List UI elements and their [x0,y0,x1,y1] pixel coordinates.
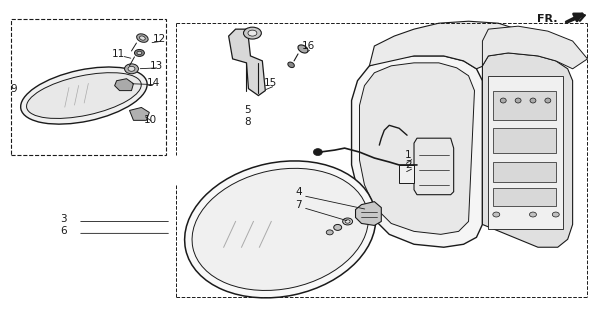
Bar [10,19,166,155]
Ellipse shape [137,34,148,42]
Text: 16: 16 [302,41,315,51]
Text: 6: 6 [60,226,67,236]
Ellipse shape [125,64,139,74]
Ellipse shape [134,50,144,56]
Polygon shape [115,79,133,91]
Ellipse shape [244,27,261,39]
Text: 12: 12 [153,34,166,44]
Text: 3: 3 [60,214,67,224]
Ellipse shape [529,212,537,217]
Polygon shape [352,56,482,247]
Ellipse shape [545,98,551,103]
Ellipse shape [298,45,308,53]
Text: 2: 2 [405,160,412,170]
Text: 10: 10 [144,115,157,125]
Ellipse shape [192,168,368,291]
Ellipse shape [326,230,333,235]
Ellipse shape [248,30,257,36]
Polygon shape [399,165,414,183]
Text: 14: 14 [147,78,160,88]
Polygon shape [493,162,556,182]
Text: 9: 9 [10,84,17,94]
Polygon shape [370,21,538,69]
Text: 13: 13 [150,61,163,71]
Ellipse shape [314,148,323,156]
Ellipse shape [333,224,342,230]
Ellipse shape [137,51,142,55]
Text: 15: 15 [264,78,277,88]
Text: 7: 7 [295,200,302,210]
Text: 11: 11 [112,49,125,59]
Polygon shape [482,26,587,69]
Ellipse shape [552,212,559,217]
Text: 4: 4 [295,187,302,197]
Text: 5: 5 [244,105,251,116]
Polygon shape [493,128,556,153]
Text: 1: 1 [405,150,412,160]
Ellipse shape [185,161,376,298]
Polygon shape [482,53,573,247]
Ellipse shape [343,218,353,225]
Polygon shape [414,138,453,195]
Polygon shape [493,188,556,206]
Polygon shape [359,63,475,234]
Ellipse shape [530,98,536,103]
Ellipse shape [27,73,141,118]
Polygon shape [488,76,563,229]
Polygon shape [493,91,556,120]
Ellipse shape [288,62,294,68]
Ellipse shape [21,67,147,124]
Polygon shape [356,202,381,225]
Ellipse shape [493,212,500,217]
Ellipse shape [128,66,135,71]
Ellipse shape [500,98,506,103]
Polygon shape [229,29,265,96]
Ellipse shape [515,98,521,103]
Text: FR.: FR. [537,14,558,24]
Text: 8: 8 [244,117,251,127]
Ellipse shape [139,36,145,40]
Ellipse shape [345,220,350,223]
Polygon shape [130,108,150,120]
